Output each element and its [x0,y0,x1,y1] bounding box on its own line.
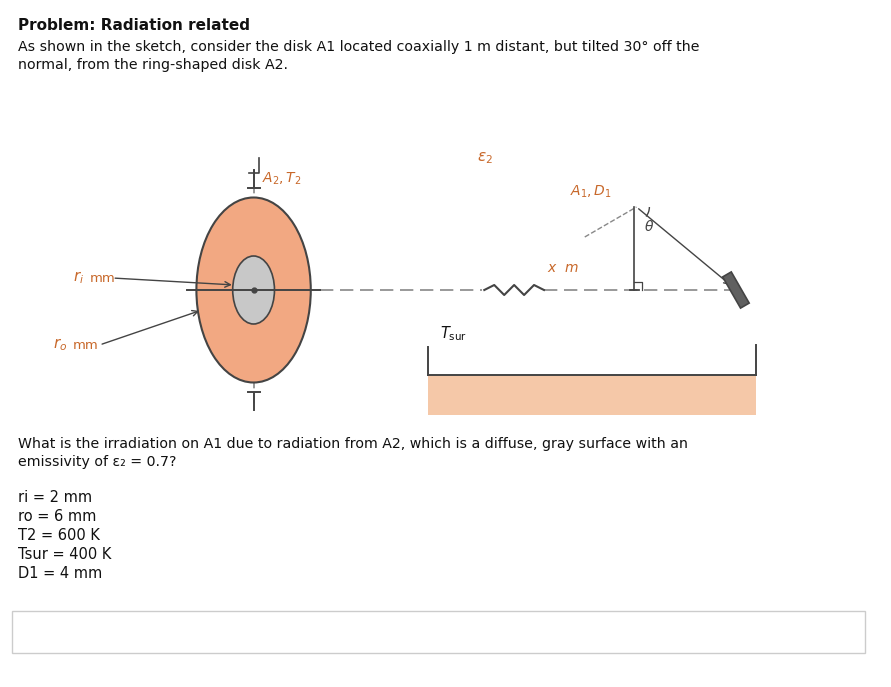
Polygon shape [723,272,749,308]
Text: T2 = 600 K: T2 = 600 K [18,528,100,543]
Text: D1 = 4 mm: D1 = 4 mm [18,566,102,581]
Text: $\theta$: $\theta$ [644,219,655,234]
Ellipse shape [196,197,311,383]
Text: emissivity of ε₂ = 0.7?: emissivity of ε₂ = 0.7? [18,455,176,469]
Text: $r_i$: $r_i$ [73,270,85,286]
Text: $r_o$: $r_o$ [53,337,68,353]
Text: What is the irradiation on A1 due to radiation from A2, which is a diffuse, gray: What is the irradiation on A1 due to rad… [18,437,688,451]
Polygon shape [428,375,756,415]
Text: normal, from the ring-shaped disk A2.: normal, from the ring-shaped disk A2. [18,58,288,72]
Text: Type your answer...: Type your answer... [24,627,166,642]
Bar [12,611,865,653]
Text: Tsur = 400 K: Tsur = 400 K [18,547,111,562]
Text: $T_{\rm sur}$: $T_{\rm sur}$ [439,324,467,343]
Text: $x$  m: $x$ m [547,261,579,275]
Text: $A_2, T_2$: $A_2, T_2$ [262,171,301,188]
Text: As shown in the sketch, consider the disk A1 located coaxially 1 m distant, but : As shown in the sketch, consider the dis… [18,40,699,54]
Text: ri = 2 mm: ri = 2 mm [18,490,92,505]
Text: mm: mm [89,271,115,284]
Ellipse shape [233,256,274,324]
Text: mm: mm [72,339,98,352]
Text: $A_1, D_1$: $A_1, D_1$ [570,183,612,200]
Text: ro = 6 mm: ro = 6 mm [18,509,96,524]
Text: $\varepsilon_2$: $\varepsilon_2$ [478,150,494,166]
Text: Problem: Radiation related: Problem: Radiation related [18,18,249,33]
